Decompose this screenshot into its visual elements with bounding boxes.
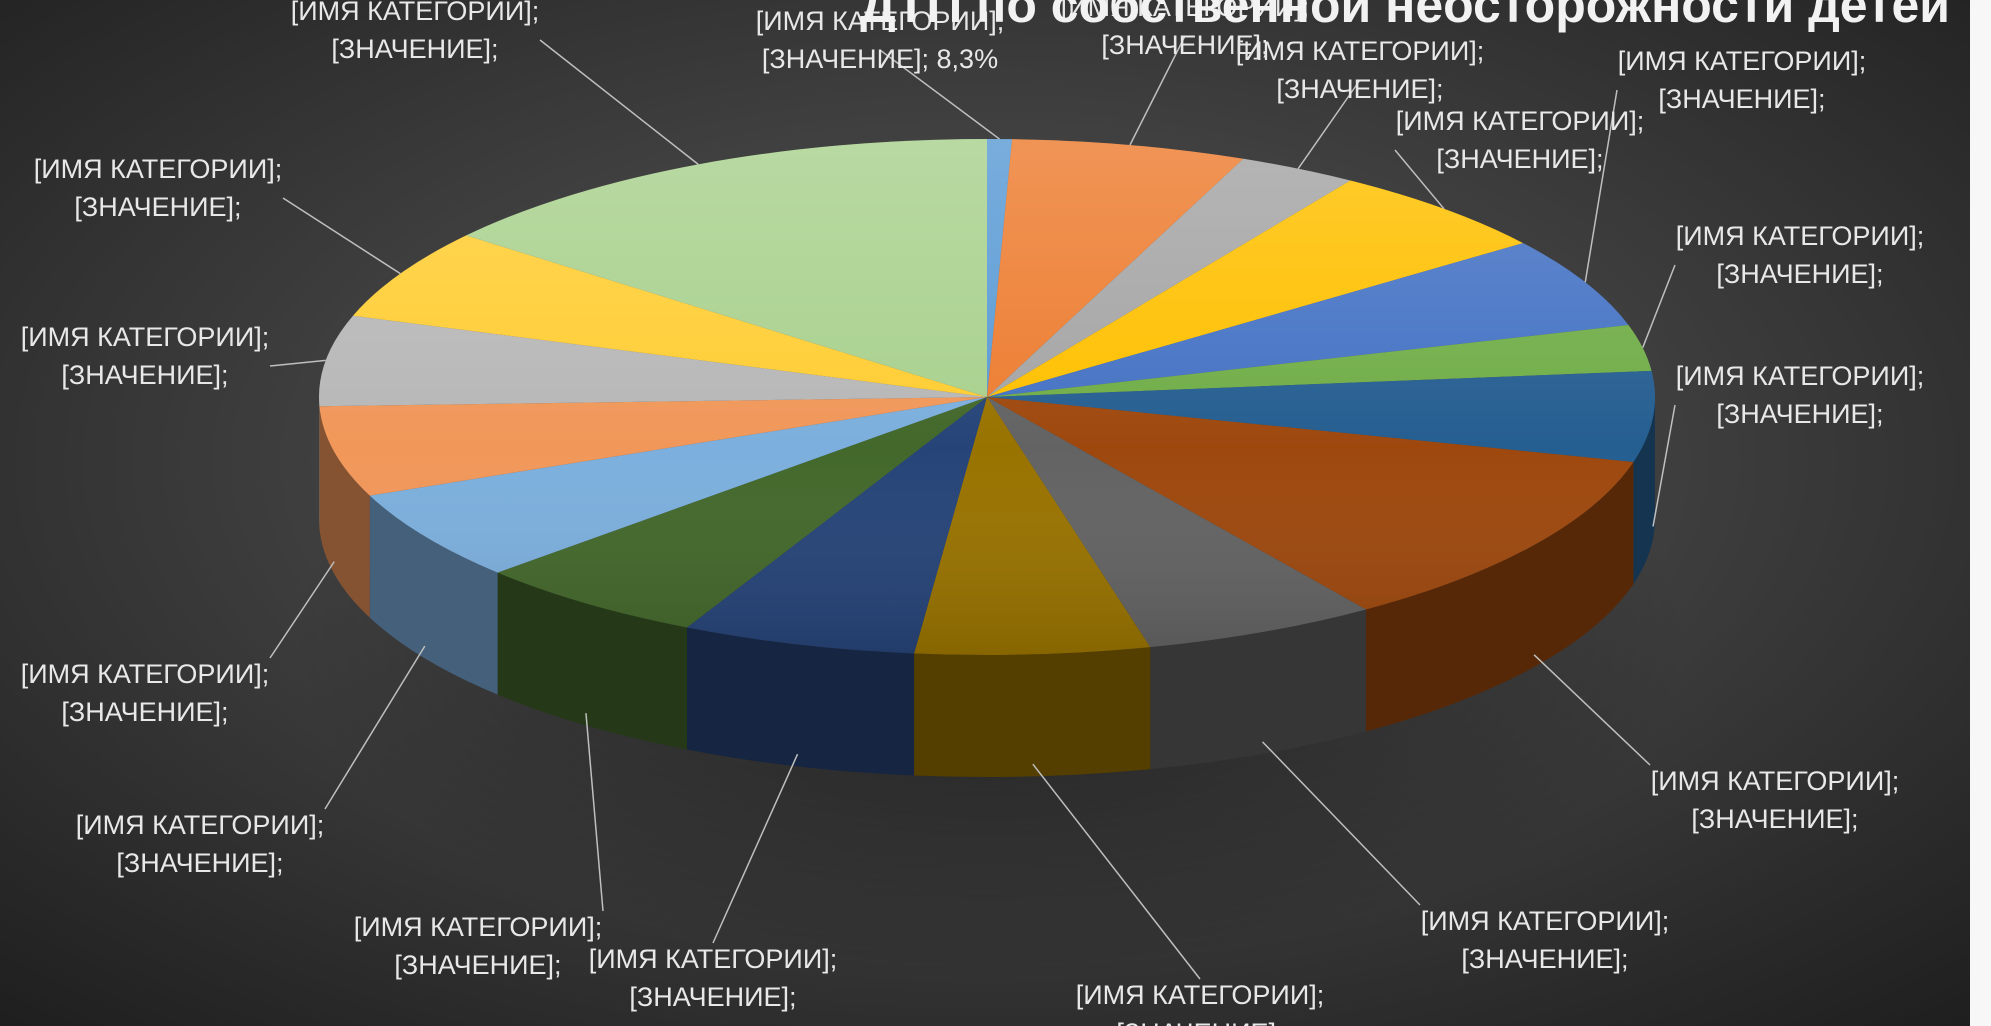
- leader-line-6: [1652, 404, 1676, 527]
- leader-line-3: [1394, 149, 1445, 210]
- leader-line-7: [1533, 654, 1651, 766]
- data-label-7: [ИМЯ КАТЕГОРИИ]; [ЗНАЧЕНИЕ];: [1651, 766, 1899, 834]
- chart-title: ДТП по собственной неосторожности детей: [860, 0, 1950, 33]
- data-label-11: [ИМЯ КАТЕГОРИИ]; [ЗНАЧЕНИЕ];: [354, 912, 602, 980]
- data-label-6: [ИМЯ КАТЕГОРИИ]; [ЗНАЧЕНИЕ];: [1676, 361, 1924, 429]
- data-label-3: [ИМЯ КАТЕГОРИИ]; [ЗНАЧЕНИЕ];: [1396, 106, 1644, 174]
- data-label-14: [ИМЯ КАТЕГОРИИ]; [ЗНАЧЕНИЕ];: [21, 322, 269, 390]
- leader-line-8: [1261, 741, 1421, 906]
- pie-side-9: [914, 647, 1151, 777]
- leader-line-10: [712, 753, 799, 944]
- data-labels: [ИМЯ КАТЕГОРИИ]; [ЗНАЧЕНИЕ]; 8,3% [ИМЯ КАТ…: [21, 0, 1924, 1026]
- leader-line-1: [1129, 35, 1186, 146]
- leader-line-14: [269, 359, 326, 367]
- leader-line-9: [1032, 763, 1201, 980]
- data-label-2: [ИМЯ КАТЕГОРИИ]; [ЗНАЧЕНИЕ];: [1236, 36, 1484, 104]
- data-label-12: [ИМЯ КАТЕГОРИИ]; [ЗНАЧЕНИЕ];: [76, 810, 324, 878]
- data-label-5: [ИМЯ КАТЕГОРИИ]; [ЗНАЧЕНИЕ];: [1676, 221, 1924, 289]
- leader-line-5: [1641, 264, 1676, 348]
- leader-line-11: [585, 713, 604, 912]
- data-label-16: [ИМЯ КАТЕГОРИИ]; [ЗНАЧЕНИЕ];: [291, 0, 539, 64]
- data-label-10: [ИМЯ КАТЕГОРИИ]; [ЗНАЧЕНИЕ];: [589, 944, 837, 1012]
- pie-tops: [319, 139, 1655, 655]
- leader-line-2: [1297, 79, 1361, 170]
- leader-line-15: [282, 197, 401, 275]
- data-label-0: [ИМЯ КАТЕГОРИИ]; [ЗНАЧЕНИЕ]; 8,3%: [756, 6, 1004, 74]
- leader-line-4: [1584, 89, 1618, 283]
- data-label-8: [ИМЯ КАТЕГОРИИ]; [ЗНАЧЕНИЕ];: [1421, 906, 1669, 974]
- leader-line-16: [539, 39, 699, 165]
- leader-line-13: [269, 561, 335, 659]
- right-edge-panel: [1970, 0, 1991, 1026]
- data-label-13: [ИМЯ КАТЕГОРИИ]; [ЗНАЧЕНИЕ];: [21, 659, 269, 727]
- leader-lines: [269, 35, 1676, 980]
- data-label-9: [ИМЯ КАТЕГОРИИ];[ЗНАЧЕНИЕ];: [1076, 980, 1324, 1026]
- leader-line-12: [324, 645, 426, 810]
- data-label-1: [ИМЯ КАТЕГОРИИ]; [ЗНАЧЕНИЕ];: [1061, 0, 1309, 60]
- leader-line-0: [879, 49, 1000, 140]
- data-label-4: [ИМЯ КАТЕГОРИИ]; [ЗНАЧЕНИЕ];: [1618, 46, 1866, 114]
- data-label-15: [ИМЯ КАТЕГОРИИ]; [ЗНАЧЕНИЕ];: [34, 154, 282, 222]
- pie-side-10: [686, 627, 915, 776]
